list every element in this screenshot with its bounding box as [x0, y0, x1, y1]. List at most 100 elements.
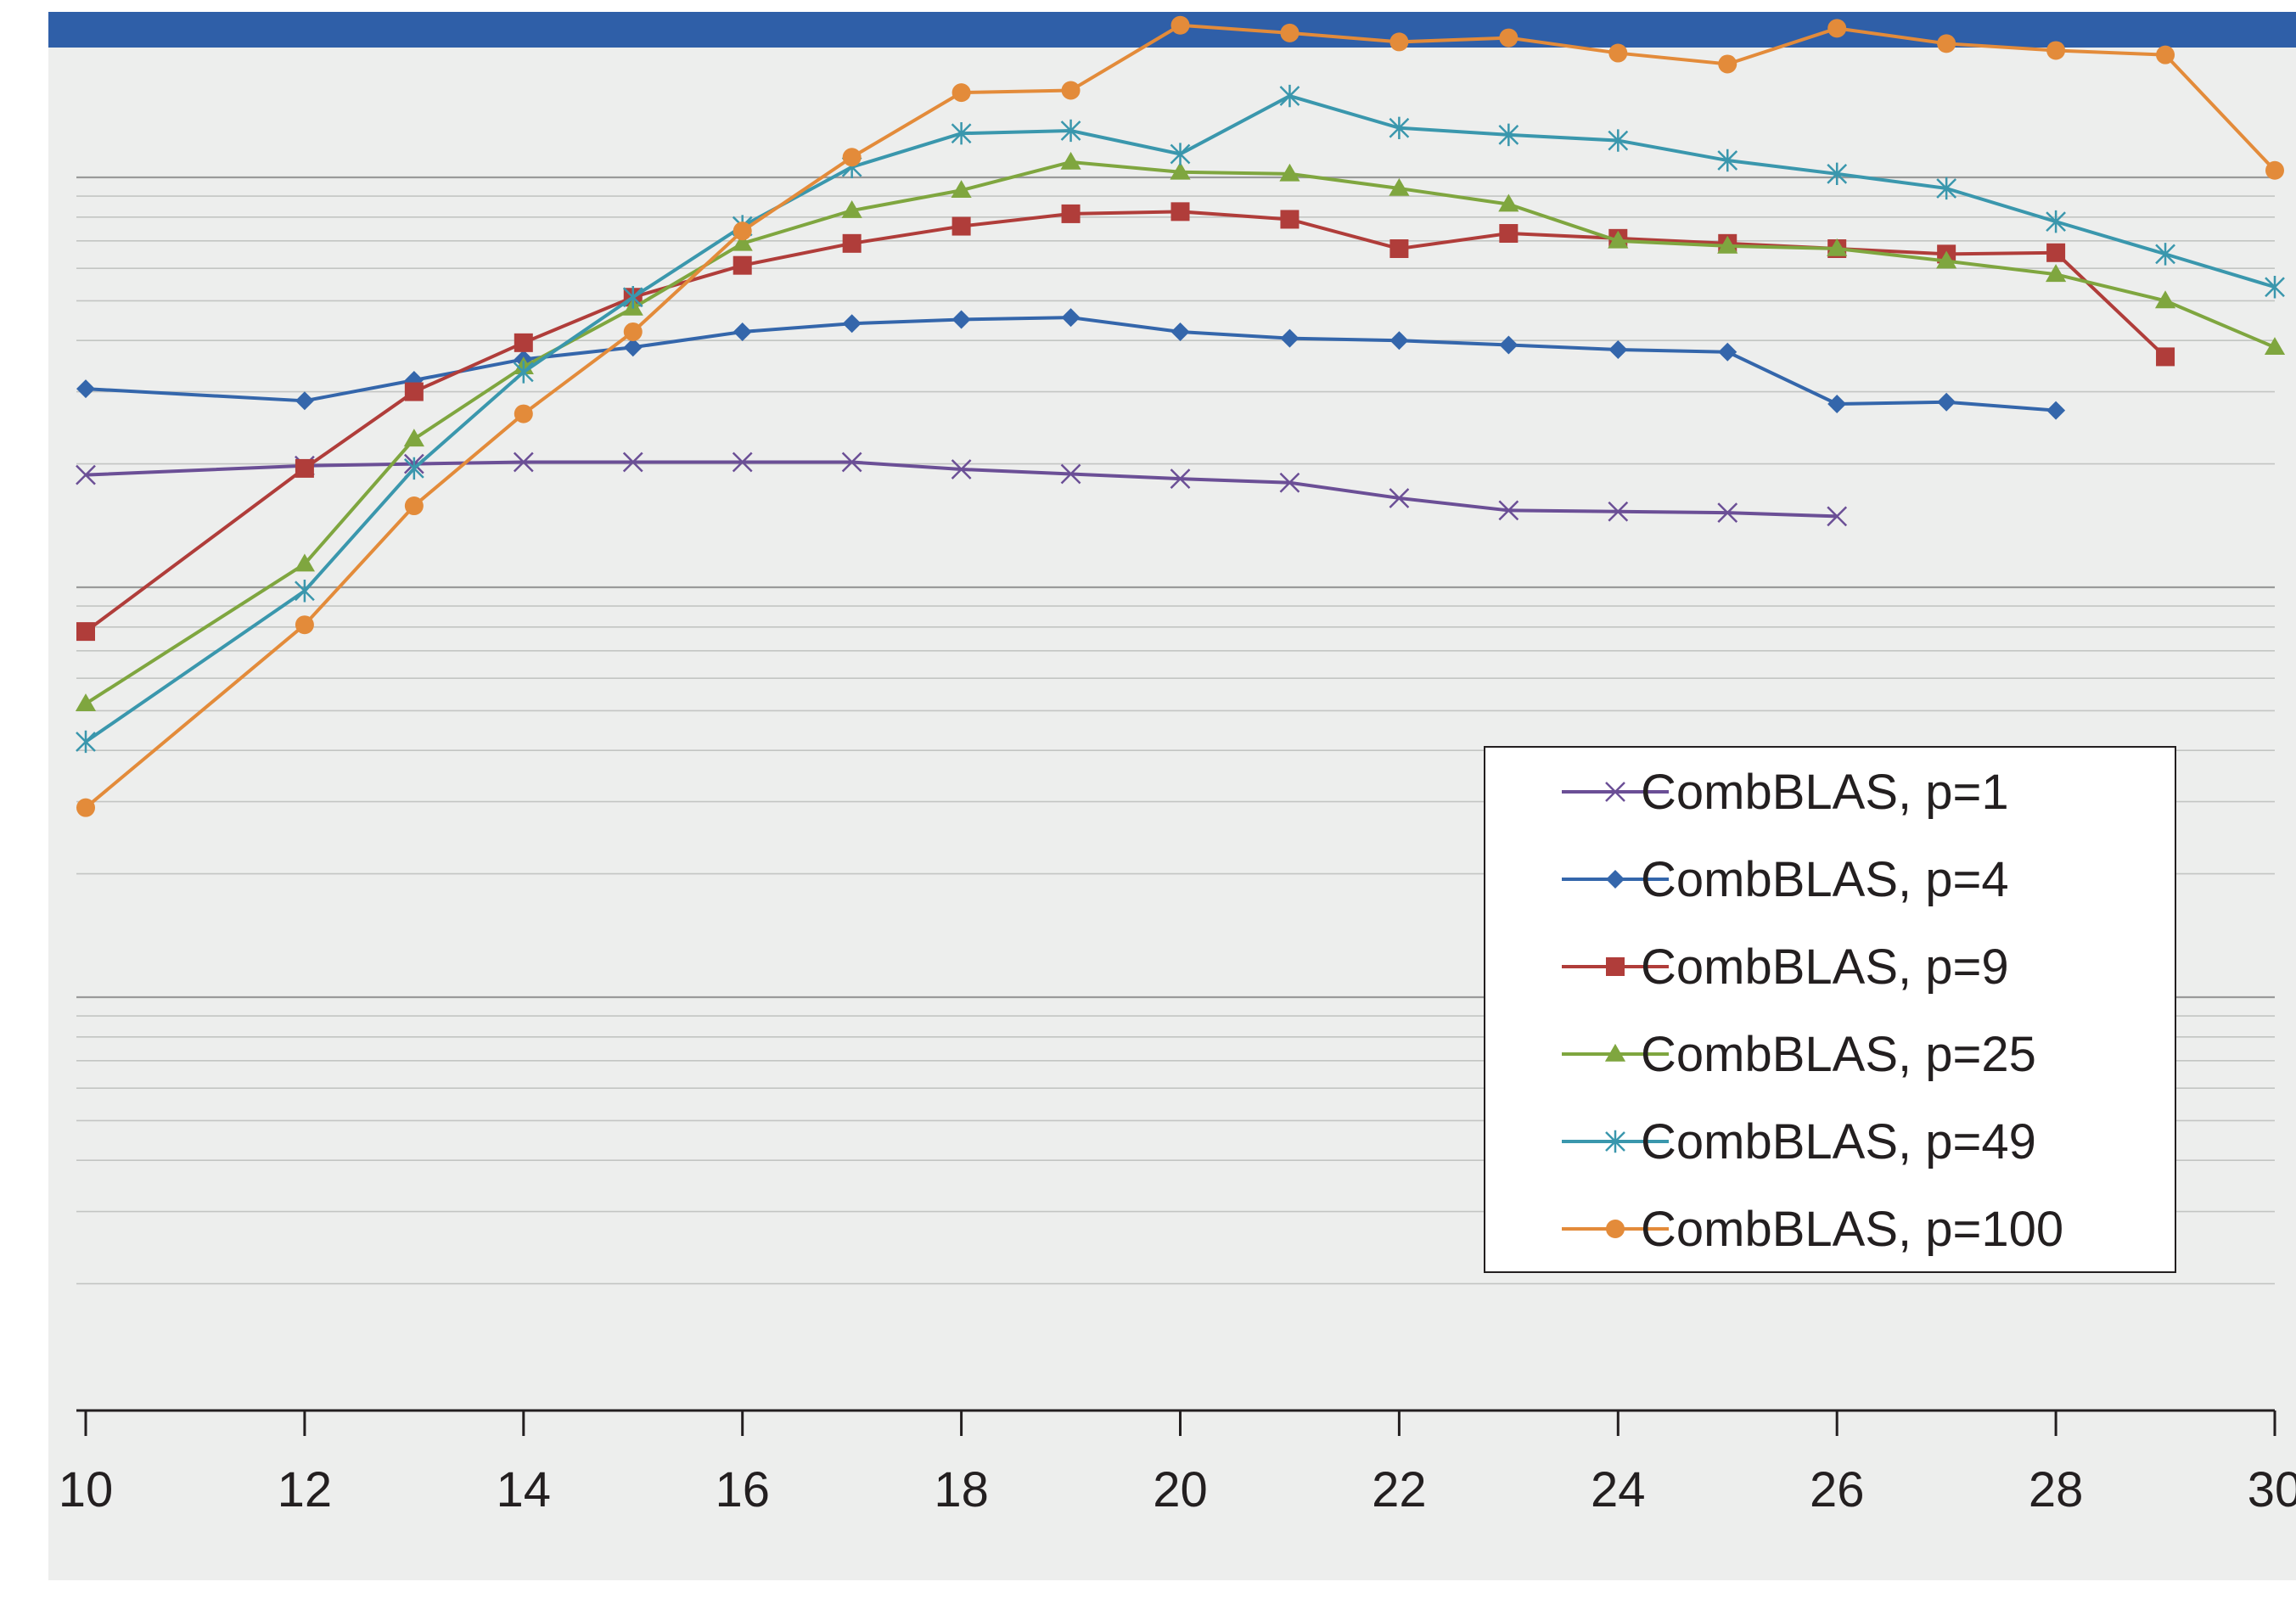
data-point	[1604, 1043, 1626, 1062]
data-point	[1498, 193, 1519, 212]
data-point	[1605, 782, 1625, 802]
legend-label: CombBLAS, p=9	[1641, 939, 2009, 995]
series-line	[84, 23, 2276, 810]
data-point	[1827, 19, 1847, 38]
x-tick-label: 20	[1153, 1462, 1208, 1517]
data-point	[403, 457, 424, 480]
data-point	[76, 798, 95, 817]
legend-label: CombBLAS, p=49	[1641, 1114, 2036, 1169]
series-line	[84, 94, 2276, 743]
data-point	[2264, 337, 2286, 356]
series-1	[76, 308, 2066, 420]
data-point	[1717, 149, 1738, 172]
data-point	[2155, 243, 2175, 266]
data-point	[76, 464, 96, 485]
legend: CombBLAS, p=1 CombBLAS, p=4 CombBLAS, p=9 C…	[1484, 746, 2176, 1273]
data-point	[1170, 143, 1191, 165]
data-point	[1061, 81, 1081, 100]
data-point	[842, 233, 862, 253]
data-point	[2156, 347, 2175, 367]
legend-item: CombBLAS, p=1	[1562, 765, 2009, 820]
series-line	[84, 210, 2167, 633]
data-point	[404, 382, 424, 401]
data-point	[1827, 162, 1848, 186]
data-point	[2156, 45, 2175, 64]
data-point	[295, 615, 314, 635]
data-point	[733, 255, 752, 275]
data-point	[1170, 202, 1190, 222]
data-point	[2046, 401, 2066, 420]
data-point	[952, 310, 971, 329]
legend-item: CombBLAS, p=25	[1562, 1027, 2036, 1082]
data-point	[1060, 151, 1081, 170]
series-line	[85, 316, 2057, 412]
data-point	[2046, 264, 2067, 283]
x-tick-label: 24	[1591, 1462, 1646, 1517]
data-point	[2265, 160, 2284, 180]
data-point	[1718, 54, 1737, 74]
data-point	[2046, 41, 2066, 60]
data-point	[1389, 32, 1409, 52]
data-point	[1498, 123, 1519, 147]
data-point	[622, 286, 643, 309]
x-tick-label: 18	[934, 1462, 989, 1517]
data-point	[76, 379, 95, 399]
data-point	[2154, 290, 2176, 309]
data-point	[1936, 250, 1957, 269]
data-point	[842, 148, 862, 167]
data-point	[1718, 342, 1737, 362]
data-point	[295, 391, 314, 411]
data-point	[1717, 235, 1738, 254]
x-tick-label: 14	[497, 1462, 552, 1517]
data-point	[1499, 28, 1519, 48]
data-point	[952, 216, 971, 236]
data-point	[952, 83, 971, 103]
data-point	[1389, 331, 1409, 351]
data-point	[841, 199, 862, 218]
x-tick-label: 10	[59, 1462, 114, 1517]
data-point	[76, 730, 96, 754]
data-point	[1061, 308, 1081, 328]
data-point	[1061, 204, 1081, 223]
data-point	[1608, 501, 1629, 522]
series-5	[76, 15, 2284, 817]
series-layer	[75, 15, 2286, 817]
x-tick-label: 28	[2029, 1462, 2084, 1517]
data-point	[1936, 177, 1957, 200]
data-point	[1280, 210, 1300, 229]
data-point	[841, 451, 862, 473]
legend-box	[1484, 746, 2176, 1273]
data-point	[1606, 870, 1625, 889]
data-point	[295, 458, 314, 478]
data-point	[1499, 224, 1519, 244]
data-point	[1170, 322, 1190, 341]
x-tick-label: 26	[1810, 1462, 1865, 1517]
data-point	[951, 459, 972, 480]
data-point	[1606, 1220, 1625, 1238]
data-point	[514, 404, 533, 423]
data-point	[1389, 239, 1409, 259]
series-3	[75, 151, 2286, 711]
legend-item: CombBLAS, p=100	[1562, 1202, 2063, 1257]
data-point	[1827, 238, 1848, 256]
data-point	[1717, 502, 1738, 524]
x-axis: 10 12 14 16 18 20 22 24 26 28 30	[59, 1409, 2296, 1517]
data-point	[513, 361, 534, 384]
x-tick-label: 16	[715, 1462, 770, 1517]
data-point	[1279, 472, 1300, 493]
data-point	[1280, 328, 1300, 348]
data-point	[1170, 161, 1191, 180]
data-point	[733, 222, 752, 241]
data-point	[404, 496, 424, 516]
data-point	[733, 322, 752, 341]
legend-item: CombBLAS, p=49	[1562, 1114, 2036, 1169]
data-point	[76, 622, 95, 642]
data-point	[1279, 84, 1300, 108]
data-point	[1498, 500, 1519, 521]
data-point	[513, 451, 534, 473]
data-point	[1608, 339, 1628, 359]
x-tick-label: 30	[2248, 1462, 2296, 1517]
data-point	[1827, 506, 1848, 527]
data-point	[1060, 463, 1081, 485]
